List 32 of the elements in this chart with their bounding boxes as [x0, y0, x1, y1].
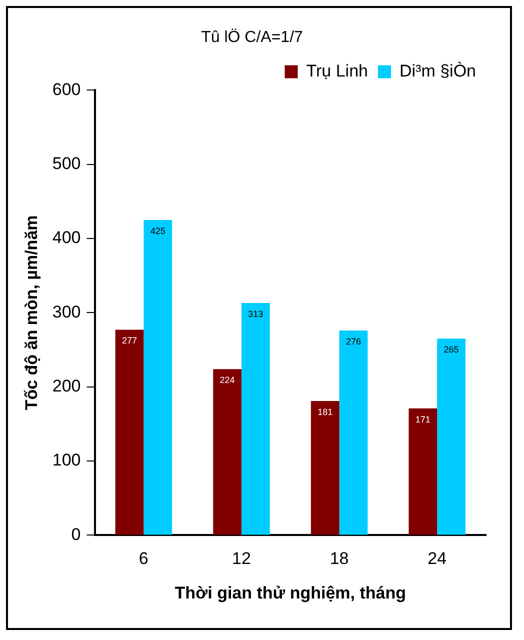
bar — [241, 303, 270, 535]
y-tick-label: 400 — [52, 228, 81, 248]
y-tick-label: 200 — [52, 376, 81, 396]
x-axis-title: Thời gian thử nghiệm, tháng — [174, 583, 406, 602]
bar — [144, 220, 172, 535]
y-tick-label: 0 — [71, 524, 81, 544]
data-label: 277 — [122, 336, 137, 346]
bar — [310, 400, 340, 535]
y-tick-label: 600 — [52, 80, 81, 99]
bar — [408, 408, 438, 535]
data-label: 171 — [415, 414, 430, 424]
data-label: 181 — [318, 406, 333, 417]
y-tick-label: 500 — [52, 154, 81, 174]
bar — [437, 338, 466, 535]
y-tick-label: 100 — [52, 450, 81, 470]
data-label: 265 — [444, 344, 459, 355]
bar — [339, 330, 368, 535]
x-tick-label: 6 — [138, 549, 148, 568]
data-label: 425 — [150, 226, 166, 236]
legend-label: Di³m §iÒn — [399, 61, 476, 80]
chart-title: Tû lÖ C/A=1/7 — [201, 28, 304, 46]
data-label: 313 — [248, 309, 264, 320]
data-label: 276 — [346, 336, 361, 346]
y-axis-title: Tốc độ ăn mòn, µm/năm — [22, 215, 41, 410]
bar — [213, 369, 242, 535]
legend-label: Trụ Linh — [306, 61, 368, 80]
x-tick-label: 24 — [428, 549, 447, 568]
x-tick-label: 12 — [232, 549, 251, 568]
x-tick-label: 18 — [330, 549, 349, 568]
data-label: 224 — [220, 375, 235, 386]
bar — [115, 330, 144, 535]
y-tick-label: 300 — [52, 302, 81, 322]
